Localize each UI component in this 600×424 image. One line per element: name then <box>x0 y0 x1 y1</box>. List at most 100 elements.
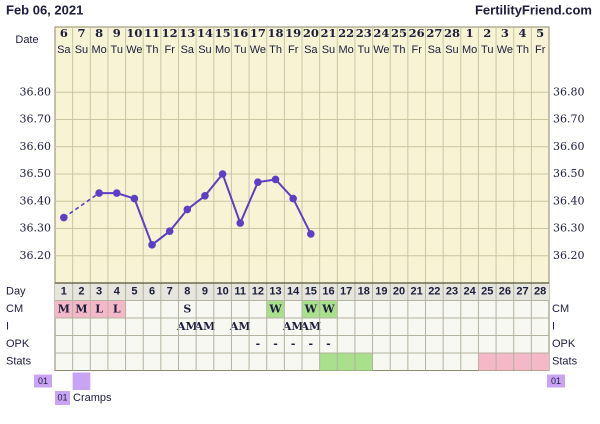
date-label: 7 <box>77 26 85 40</box>
day-number: 24 <box>463 286 476 298</box>
day-number: 14 <box>287 286 300 298</box>
day-number: 18 <box>358 286 370 298</box>
date-label: 12 <box>162 26 178 40</box>
date-label: 10 <box>126 26 142 40</box>
cell-highlight <box>302 300 320 318</box>
y-tick-label: 36.20 <box>20 249 52 262</box>
temperature-point <box>112 189 121 197</box>
date-label: 13 <box>179 26 195 40</box>
weekday-label: Sa <box>181 44 195 56</box>
day-number: 28 <box>534 286 546 298</box>
row-label: I <box>6 321 9 333</box>
cell-text: W <box>304 302 318 315</box>
y-tick-label: 36.50 <box>20 167 52 180</box>
cell-highlight <box>55 300 73 318</box>
y-tick-label: 36.40 <box>20 194 52 207</box>
weekday-label: Th <box>146 44 159 56</box>
date-label: 4 <box>519 26 527 40</box>
symptom-cell <box>72 372 91 390</box>
day-number: 1 <box>61 286 67 298</box>
weekday-label: We <box>250 44 266 56</box>
weekday-label: Fr <box>288 44 299 56</box>
temperature-point <box>307 230 315 238</box>
date-label: 25 <box>391 26 407 40</box>
legend-code: 01 <box>57 392 67 402</box>
day-number: 13 <box>269 286 281 298</box>
legend-code-box <box>55 391 70 405</box>
weekday-label: We <box>497 44 513 56</box>
temperature-point <box>201 192 209 200</box>
weekday-label: Th <box>269 44 282 56</box>
weekday-label: Mo <box>91 44 106 56</box>
cell-text: L <box>113 302 121 315</box>
cell-text: - <box>256 337 261 350</box>
cell-text: M <box>58 302 70 315</box>
date-label: 27 <box>426 26 442 40</box>
y-tick-label: 36.70 <box>20 113 52 126</box>
weekday-label: Tu <box>481 44 493 56</box>
cell-text: AM <box>299 320 321 333</box>
y2-tick-label: 36.60 <box>553 140 585 153</box>
y2-tick-label: 36.70 <box>553 113 585 126</box>
weekday-label: Mo <box>338 44 353 56</box>
weekday-label: Tu <box>358 44 370 56</box>
y2-tick-label: 36.30 <box>553 222 585 235</box>
symptom-code: 01 <box>551 376 561 386</box>
symptom-code-box <box>34 374 52 388</box>
cell-text: AM <box>194 320 216 333</box>
weekday-label: Su <box>445 44 458 56</box>
weekday-label: Tu <box>111 44 123 56</box>
day-number: 12 <box>252 286 264 298</box>
day-number: 10 <box>216 286 228 298</box>
day-number: 16 <box>322 286 334 298</box>
weekday-label: Th <box>516 44 529 56</box>
day-number: 27 <box>516 286 528 298</box>
day-number: 11 <box>234 286 246 298</box>
date-label: 11 <box>144 26 160 40</box>
date-label: 26 <box>409 26 425 40</box>
day-number: 26 <box>499 286 511 298</box>
temperature-point <box>95 189 103 197</box>
y-tick-label: 36.60 <box>20 140 52 153</box>
cell-highlight <box>319 353 338 371</box>
date-label: 24 <box>373 26 389 40</box>
date-label: 23 <box>356 26 372 40</box>
day-number: 21 <box>411 286 423 298</box>
cell-highlight <box>266 300 285 318</box>
cell-text: - <box>309 337 314 350</box>
day-number: 19 <box>375 286 387 298</box>
weekday-label: Sa <box>428 44 442 56</box>
day-number: 8 <box>184 286 190 298</box>
cell-text: W <box>321 302 335 315</box>
weekday-label: Fr <box>535 44 546 56</box>
gap-connector <box>63 192 100 219</box>
cell-highlight <box>478 353 497 371</box>
date-label: 2 <box>483 26 491 40</box>
y2-tick-label: 36.20 <box>553 249 585 262</box>
cell-highlight <box>531 353 549 371</box>
symptom-code: 01 <box>38 376 48 386</box>
weekday-label: Fr <box>164 44 175 56</box>
date-label: 21 <box>320 26 336 40</box>
cell-text: - <box>273 337 278 350</box>
date-label: 3 <box>501 26 509 40</box>
x-axis-label: Date <box>15 34 38 46</box>
weekday-label: Th <box>393 44 406 56</box>
cell-text: M <box>75 302 87 315</box>
cell-text: S <box>183 302 191 315</box>
temperature-point <box>289 194 297 203</box>
day-number: 3 <box>96 286 102 298</box>
weekday-label: Sa <box>304 44 318 56</box>
date-label: 28 <box>444 26 460 40</box>
cell-text: - <box>291 337 296 350</box>
weekday-label: Su <box>75 44 88 56</box>
date-label: 22 <box>338 26 354 40</box>
y-tick-label: 36.30 <box>20 222 52 235</box>
date-label: 9 <box>113 26 121 40</box>
y2-tick-label: 36.80 <box>553 85 585 98</box>
cell-text: W <box>268 302 282 315</box>
weekday-label: We <box>373 44 389 56</box>
temperature-point <box>130 194 139 203</box>
temperature-point <box>236 219 245 227</box>
